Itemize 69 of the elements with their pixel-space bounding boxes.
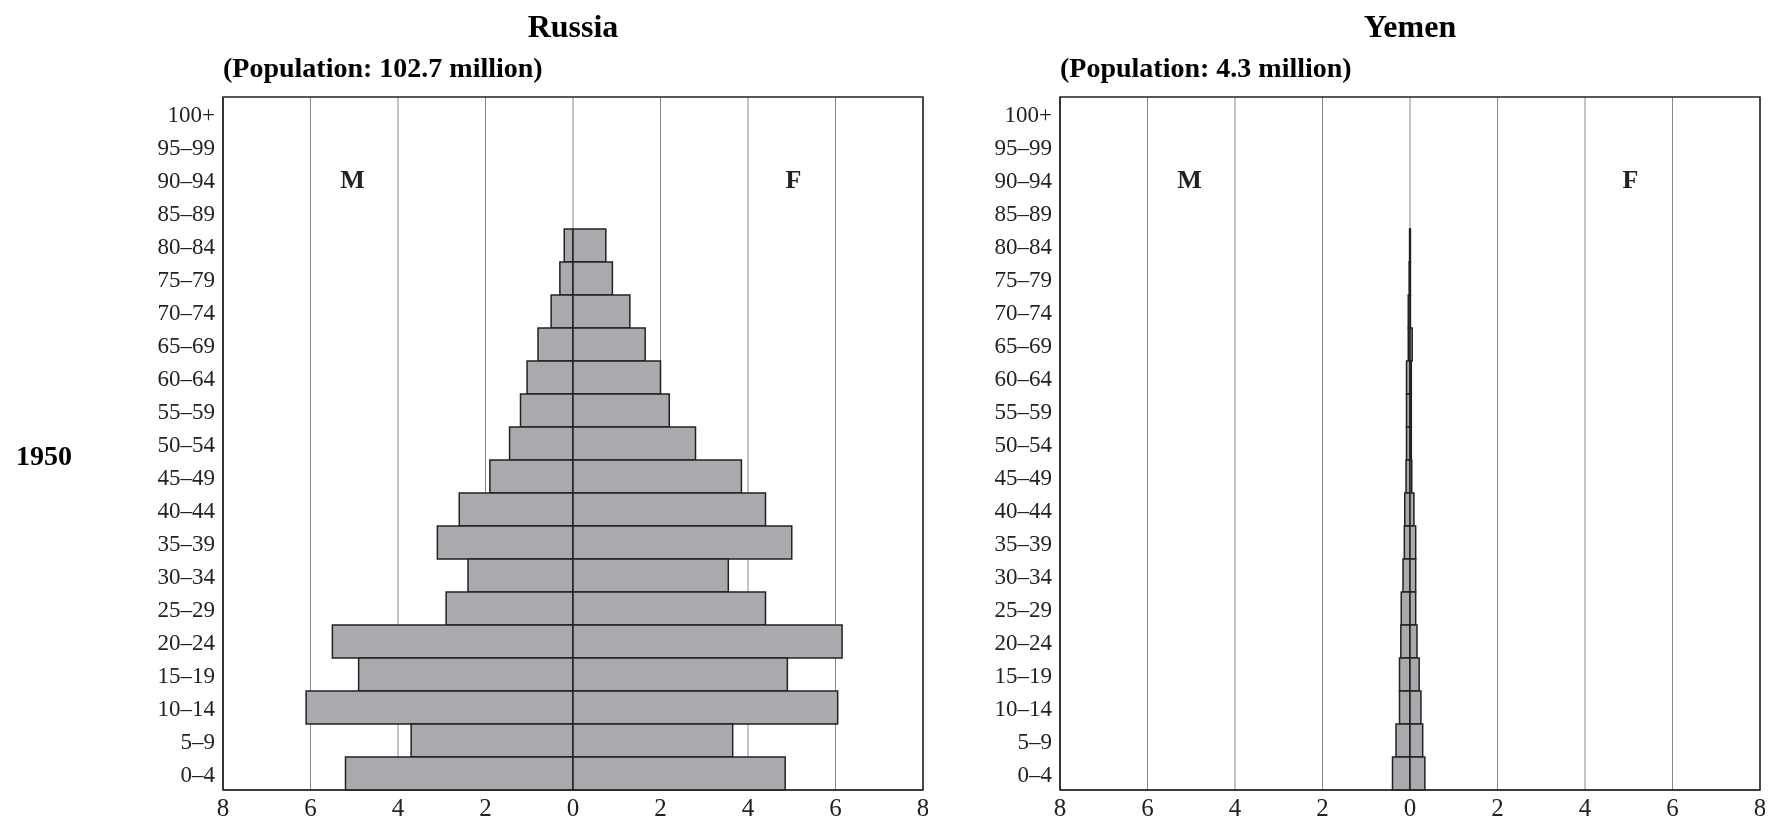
y-tick-label: 50–54 (157, 431, 216, 457)
x-tick-label: 0 (566, 793, 580, 821)
x-tick-label: 6 (304, 793, 317, 821)
y-tick-label: 10–14 (994, 695, 1053, 721)
y-tick-label: 25–29 (994, 596, 1052, 622)
y-tick-label: 30–34 (994, 563, 1053, 589)
y-tick-label: 85–89 (157, 200, 215, 226)
text: 1950 (16, 440, 72, 472)
y-tick-label: 60–64 (157, 365, 216, 391)
y-tick-label: 90–94 (994, 167, 1053, 193)
x-tick-label: 2 (654, 793, 667, 821)
y-tick-label: 25–29 (157, 596, 215, 622)
y-tick-label: 35–39 (994, 530, 1052, 556)
x-tick-label: 6 (829, 793, 842, 821)
y-tick-label: 5–9 (1017, 728, 1052, 754)
x-tick-label: 4 (1228, 793, 1242, 821)
y-tick-label: 80–84 (994, 233, 1053, 259)
annotation: F (785, 165, 802, 194)
y-tick-label: 35–39 (157, 530, 215, 556)
y-tick-label: 80–84 (157, 233, 216, 259)
x-tick-label: 2 (1491, 793, 1504, 821)
y-tick-label: 65–69 (157, 332, 215, 358)
x-tick-label: 4 (391, 793, 405, 821)
x-tick-label: 6 (1666, 793, 1679, 821)
x-tick-label: 8 (1753, 793, 1767, 821)
y-tick-label: 0–4 (1017, 761, 1053, 787)
x-tick-label: 8 (916, 793, 930, 821)
x-tick-label: 0 (1403, 793, 1417, 821)
y-tick-label: 95–99 (994, 134, 1052, 160)
y-tick-label: 15–19 (994, 662, 1052, 688)
y-tick-label: 95–99 (157, 134, 215, 160)
annotation: F (1622, 165, 1639, 194)
y-tick-label: 20–24 (157, 629, 216, 655)
y-tick-label: 5–9 (180, 728, 215, 754)
y-tick-label: 45–49 (157, 464, 215, 490)
y-tick-label: 50–54 (994, 431, 1053, 457)
y-tick-label: 75–79 (994, 266, 1052, 292)
y-tick-label: 40–44 (157, 497, 216, 523)
x-tick-label: 4 (1578, 793, 1592, 821)
x-tick-label: 4 (741, 793, 755, 821)
chart-title: Yemen (1362, 8, 1458, 46)
y-tick-label: 85–89 (994, 200, 1052, 226)
y-tick-label: 55–59 (157, 398, 215, 424)
y-tick-label: 70–74 (994, 299, 1053, 325)
x-tick-label: 8 (216, 793, 230, 821)
y-tick-label: 90–94 (157, 167, 216, 193)
chart-title: Russia (526, 8, 620, 46)
y-tick-label: 55–59 (994, 398, 1052, 424)
y-tick-label: 10–14 (157, 695, 216, 721)
y-tick-label: 40–44 (994, 497, 1053, 523)
y-tick-label: 0–4 (180, 761, 216, 787)
x-tick-label: 2 (479, 793, 492, 821)
y-tick-label: 70–74 (157, 299, 216, 325)
x-tick-label: 6 (1141, 793, 1154, 821)
chart-subtitle: (Population: 102.7 million) (222, 52, 544, 85)
y-tick-label: 100+ (167, 101, 215, 127)
y-tick-label: 30–34 (157, 563, 216, 589)
annotation: M (1177, 165, 1202, 194)
annotation: M (340, 165, 365, 194)
x-tick-label: 2 (1316, 793, 1329, 821)
x-tick-label: 8 (1053, 793, 1067, 821)
y-tick-label: 20–24 (994, 629, 1053, 655)
y-tick-label: 65–69 (994, 332, 1052, 358)
y-tick-label: 75–79 (157, 266, 215, 292)
y-tick-label: 45–49 (994, 464, 1052, 490)
y-tick-label: 15–19 (157, 662, 215, 688)
chart-subtitle: (Population: 4.3 million) (1059, 52, 1353, 85)
y-tick-label: 100+ (1004, 101, 1052, 127)
y-tick-label: 60–64 (994, 365, 1053, 391)
